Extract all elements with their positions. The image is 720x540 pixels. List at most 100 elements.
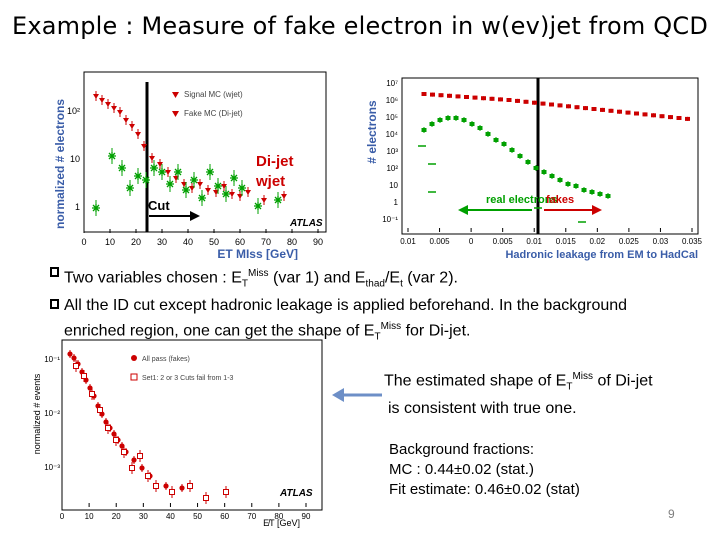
- cmp-legend-allpass: All pass (fakes): [142, 356, 190, 363]
- set1-point: [113, 437, 119, 443]
- allpass-point: [111, 431, 117, 437]
- fake-point: [617, 109, 622, 114]
- real-electrons-label: real electrons: [486, 194, 558, 206]
- x-tick-label: 0.005: [493, 237, 514, 246]
- fake-point: [498, 97, 503, 102]
- wjet-point: [166, 180, 174, 188]
- met-ytick: 10: [70, 154, 80, 164]
- x-tick-label: 90: [313, 237, 323, 247]
- cmp-legend-allpass-marker: [131, 355, 137, 361]
- real-point: [605, 194, 611, 198]
- met-dijet-label: Di-jet: [256, 153, 294, 170]
- dijet-point: [117, 110, 123, 115]
- set1-point: [121, 449, 127, 455]
- real-point: [581, 188, 587, 192]
- fake-point: [532, 100, 537, 105]
- fake-point: [421, 92, 427, 96]
- wjet-point: [174, 168, 182, 176]
- real-point: [461, 118, 467, 122]
- set1-point: [89, 391, 95, 397]
- dijet-point: [105, 102, 111, 107]
- bullet2-continuation: enriched region, one can get the shape o…: [50, 316, 720, 348]
- dijet-point: [205, 188, 211, 193]
- x-tick-label: 70: [247, 512, 256, 521]
- real-point: [469, 122, 475, 126]
- dijet-point: [129, 124, 135, 129]
- wjet-point: [150, 164, 158, 172]
- wjet-point: [92, 204, 100, 212]
- cmp-ytick: 10⁻¹: [44, 355, 60, 364]
- fake-point: [464, 95, 469, 99]
- dijet-point: [165, 170, 171, 175]
- bullet1-text-c: /E: [384, 269, 401, 287]
- real-point: [597, 192, 603, 196]
- met-plot-xlabel: ET MIss [GeV]: [217, 247, 298, 260]
- fake-point: [489, 96, 495, 101]
- x-tick-label: 0.01: [400, 237, 416, 246]
- cmp-atlas-label: ATLAS: [279, 488, 313, 499]
- legend-signal-marker: [172, 92, 179, 98]
- real-point: [509, 148, 515, 152]
- y-tick-label: 10³: [386, 147, 398, 156]
- wjet-point: [198, 194, 206, 202]
- dijet-point: [99, 98, 105, 103]
- met-data-points: [92, 91, 287, 216]
- met-legend-fake: Fake MC (Di-jet): [184, 109, 243, 118]
- x-tick-label: 0: [60, 512, 65, 521]
- x-tick-label: 90: [302, 512, 311, 521]
- dijet-point: [245, 190, 251, 195]
- met-plot-ylabel: normalized # electrons: [53, 99, 67, 229]
- y-tick-label: 10⁵: [386, 113, 398, 122]
- wjet-point: [126, 184, 134, 192]
- dijet-point: [111, 106, 117, 111]
- wjet-point: [254, 202, 262, 210]
- fake-point: [659, 114, 665, 119]
- bullet2-text-b: for Di-jet.: [401, 321, 471, 339]
- x-tick-label: 0.035: [682, 237, 703, 246]
- cmp-legend-set1: Set1: 2 or 3 Cuts fail from 1-3: [142, 375, 234, 382]
- wjet-point: [182, 186, 190, 194]
- set1-point: [129, 465, 135, 471]
- wjet-point: [222, 190, 230, 198]
- fake-point: [651, 113, 656, 118]
- fake-point: [506, 98, 512, 102]
- set1-point: [105, 425, 111, 431]
- set1-point: [73, 363, 79, 369]
- bullet-q-icon: [50, 298, 59, 309]
- fake-point: [540, 101, 546, 106]
- allpass-point: [71, 355, 77, 361]
- page-number: 9: [668, 507, 675, 521]
- x-tick-label: 70: [261, 237, 271, 247]
- dijet-point: [261, 198, 267, 203]
- met-cut-arrowhead: [190, 211, 200, 221]
- fake-point: [574, 105, 580, 110]
- real-point: [485, 132, 491, 136]
- wjet-point: [238, 184, 246, 192]
- allpass-point: [67, 351, 73, 357]
- bullet2-text-a: enriched region, one can get the shape o…: [64, 321, 375, 339]
- x-tick-label: 0.01: [526, 237, 542, 246]
- real-point: [533, 166, 539, 170]
- met-plot-frame: [83, 71, 327, 233]
- y-tick-label: 10⁴: [386, 130, 399, 139]
- fake-point: [447, 93, 452, 98]
- fake-point: [634, 111, 639, 116]
- bullet1-sub-c: t: [400, 278, 403, 290]
- bullet1-text-b: (var 1) and E: [268, 269, 366, 287]
- bkg-line2: MC : 0.44±0.02 (stat.): [389, 461, 534, 478]
- wjet-point: [206, 168, 214, 176]
- wjet-point: [190, 176, 198, 184]
- x-tick-label: 20: [112, 512, 121, 521]
- fake-point: [438, 93, 444, 98]
- bullet1-sub-b: thad: [365, 278, 385, 290]
- dijet-point: [157, 162, 163, 167]
- fake-point: [472, 95, 478, 100]
- fake-point: [549, 102, 554, 107]
- wjet-point: [142, 176, 150, 184]
- met-ytick: 1: [75, 202, 80, 212]
- cmp-ytick: 10⁻²: [44, 409, 60, 418]
- bullet1-text-d: (var 2).: [402, 269, 458, 287]
- y-tick-label: 10²: [386, 164, 398, 173]
- real-point: [517, 154, 523, 158]
- bullet1-sup-a: Miss: [247, 268, 269, 279]
